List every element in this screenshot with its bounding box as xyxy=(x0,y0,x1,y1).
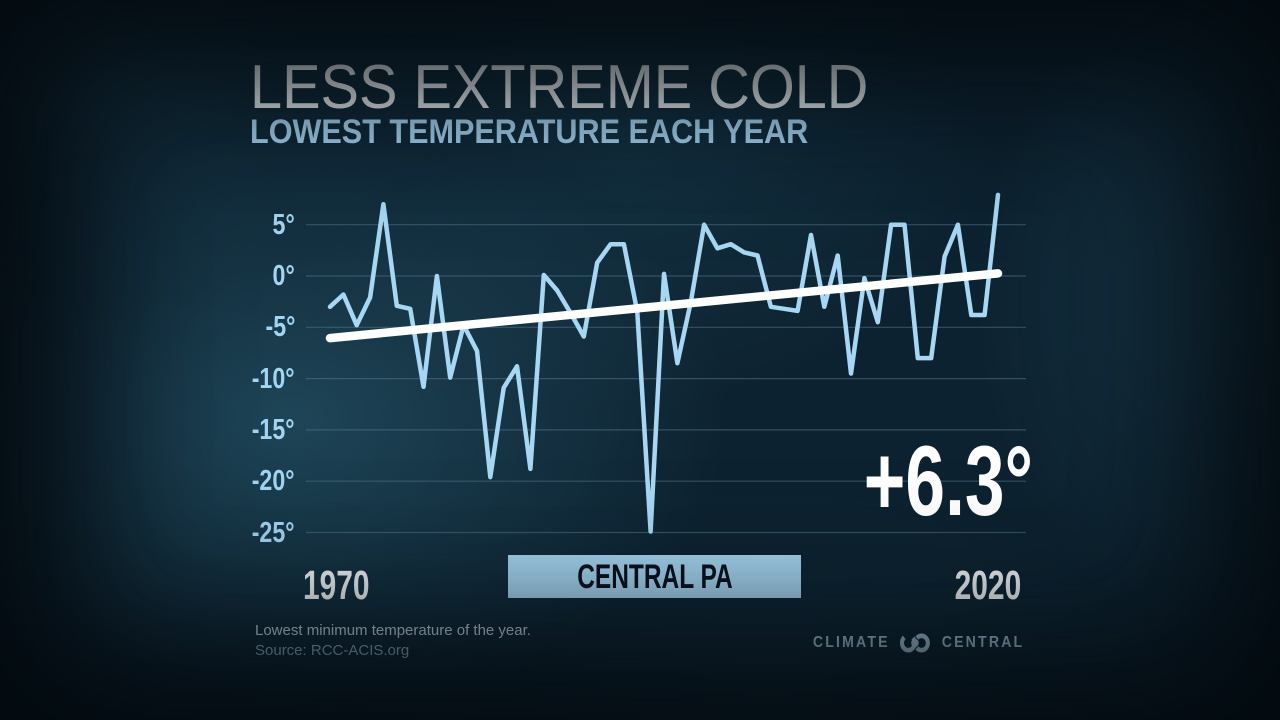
y-axis-tick-label: -10° xyxy=(252,362,295,395)
trend-line xyxy=(325,269,1003,343)
climate-central-logo: CLIMATE CENTRAL xyxy=(812,630,1024,656)
page-subtitle: LOWEST TEMPERATURE EACH YEAR xyxy=(250,113,809,151)
logo-text-central: CENTRAL xyxy=(941,634,1024,651)
temperature-line xyxy=(327,192,1001,534)
trend-change-value: +6.3° xyxy=(863,425,1033,536)
x-axis-end-label: 2020 xyxy=(954,562,1021,608)
page-title: LESS EXTREME COLD xyxy=(250,53,869,122)
footnote: Lowest minimum temperature of the year. … xyxy=(255,621,531,660)
location-badge: CENTRAL PA xyxy=(508,555,801,598)
location-badge-label: CENTRAL PA xyxy=(576,558,733,596)
footnote-source: Source: RCC-ACIS.org xyxy=(255,641,410,659)
x-axis-start-label: 1970 xyxy=(303,562,370,608)
footnote-description: Lowest minimum temperature of the year. xyxy=(255,622,531,639)
y-axis-tick-label: -25° xyxy=(252,516,295,549)
y-axis-tick-label: -20° xyxy=(252,465,295,498)
y-axis-tick-label: 0° xyxy=(272,260,295,292)
y-axis-tick-label: 5° xyxy=(272,208,295,241)
logo-text-climate: CLIMATE xyxy=(812,634,890,651)
logo-mark-icon xyxy=(899,633,930,653)
y-axis-tick-label: -5° xyxy=(265,311,295,344)
y-axis-tick-label: -15° xyxy=(252,413,295,446)
